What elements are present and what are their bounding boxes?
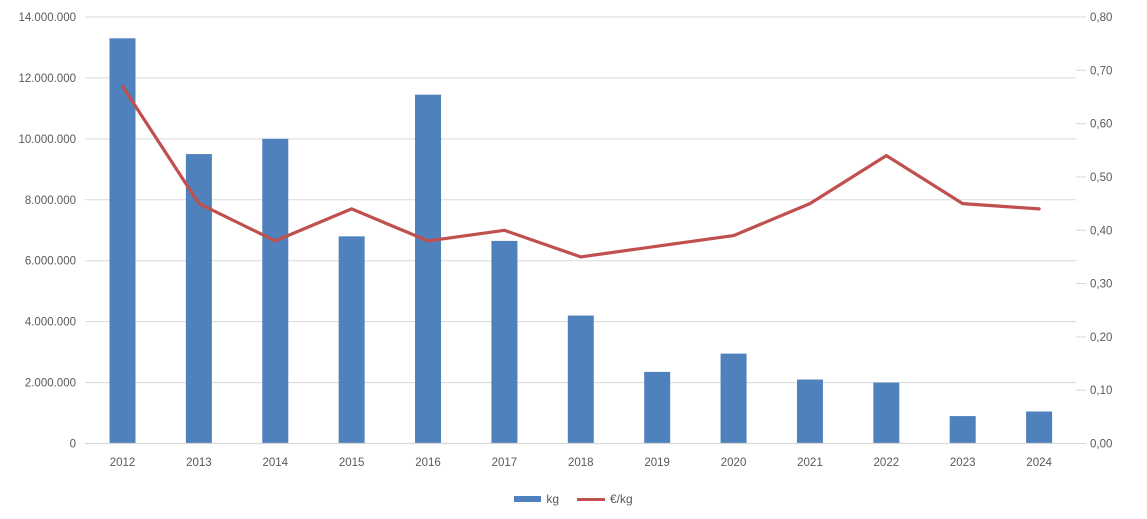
y-right-tick-label: 0,70	[1090, 65, 1112, 77]
bar-2020	[720, 353, 747, 444]
y-right-tick-label: 0,00	[1090, 439, 1112, 451]
x-tick-label: 2013	[186, 457, 212, 469]
legend-item-0: kg	[514, 492, 559, 506]
bar-2018	[567, 315, 594, 444]
y-right-tick-label: 0,50	[1090, 172, 1112, 184]
y-right-tick-label: 0,40	[1090, 225, 1112, 237]
bar-2021	[796, 379, 823, 444]
x-tick-label: 2015	[339, 457, 365, 469]
bar-2022	[873, 382, 900, 444]
x-tick-label: 2017	[492, 457, 518, 469]
bar-2017	[491, 240, 518, 444]
y-left-tick-label: 14.000.000	[18, 12, 76, 24]
bar-2024	[1026, 411, 1053, 444]
price-line	[120, 84, 1041, 259]
x-tick-label: 2021	[797, 457, 823, 469]
x-tick-label: 2024	[1026, 457, 1052, 469]
x-tick-label: 2020	[721, 457, 747, 469]
y-right-tick-label: 0,60	[1090, 119, 1112, 131]
y-left-tick-label: 10.000.000	[18, 134, 76, 146]
x-tick-label: 2018	[568, 457, 594, 469]
y-right-tick-label: 0,30	[1090, 279, 1112, 291]
legend: kg €/kg	[0, 489, 1147, 509]
y-left-tick-label: 6.000.000	[25, 256, 76, 268]
bar-2016	[415, 94, 442, 444]
x-tick-label: 2016	[415, 457, 441, 469]
y-left-tick-label: 12.000.000	[18, 73, 76, 85]
legend-line-swatch-icon	[577, 497, 605, 501]
bar-2013	[185, 154, 212, 444]
y-right-tick-label: 0,80	[1090, 12, 1112, 24]
y-left-tick-label: 4.000.000	[25, 317, 76, 329]
x-tick-label: 2023	[950, 457, 976, 469]
x-tick-label: 2019	[644, 457, 670, 469]
y-left-tick-label: 0	[70, 439, 76, 451]
y-right-tick-label: 0,20	[1090, 332, 1112, 344]
legend-item-1: €/kg	[577, 492, 633, 506]
bar-2015	[338, 236, 365, 444]
x-tick-label: 2012	[110, 457, 136, 469]
x-tick-label: 2014	[262, 457, 288, 469]
legend-bar-swatch-icon	[514, 496, 542, 502]
y-right-tick-label: 0,10	[1090, 385, 1112, 397]
bar-2014	[262, 138, 289, 444]
legend-label: €/kg	[610, 492, 633, 506]
bar-2023	[949, 416, 976, 444]
x-tick-label: 2022	[874, 457, 900, 469]
legend-label: kg	[546, 492, 559, 506]
bar-2019	[644, 371, 671, 444]
bar-2012	[109, 38, 136, 444]
y-left-tick-label: 2.000.000	[25, 378, 76, 390]
y-left-tick-label: 8.000.000	[25, 195, 76, 207]
